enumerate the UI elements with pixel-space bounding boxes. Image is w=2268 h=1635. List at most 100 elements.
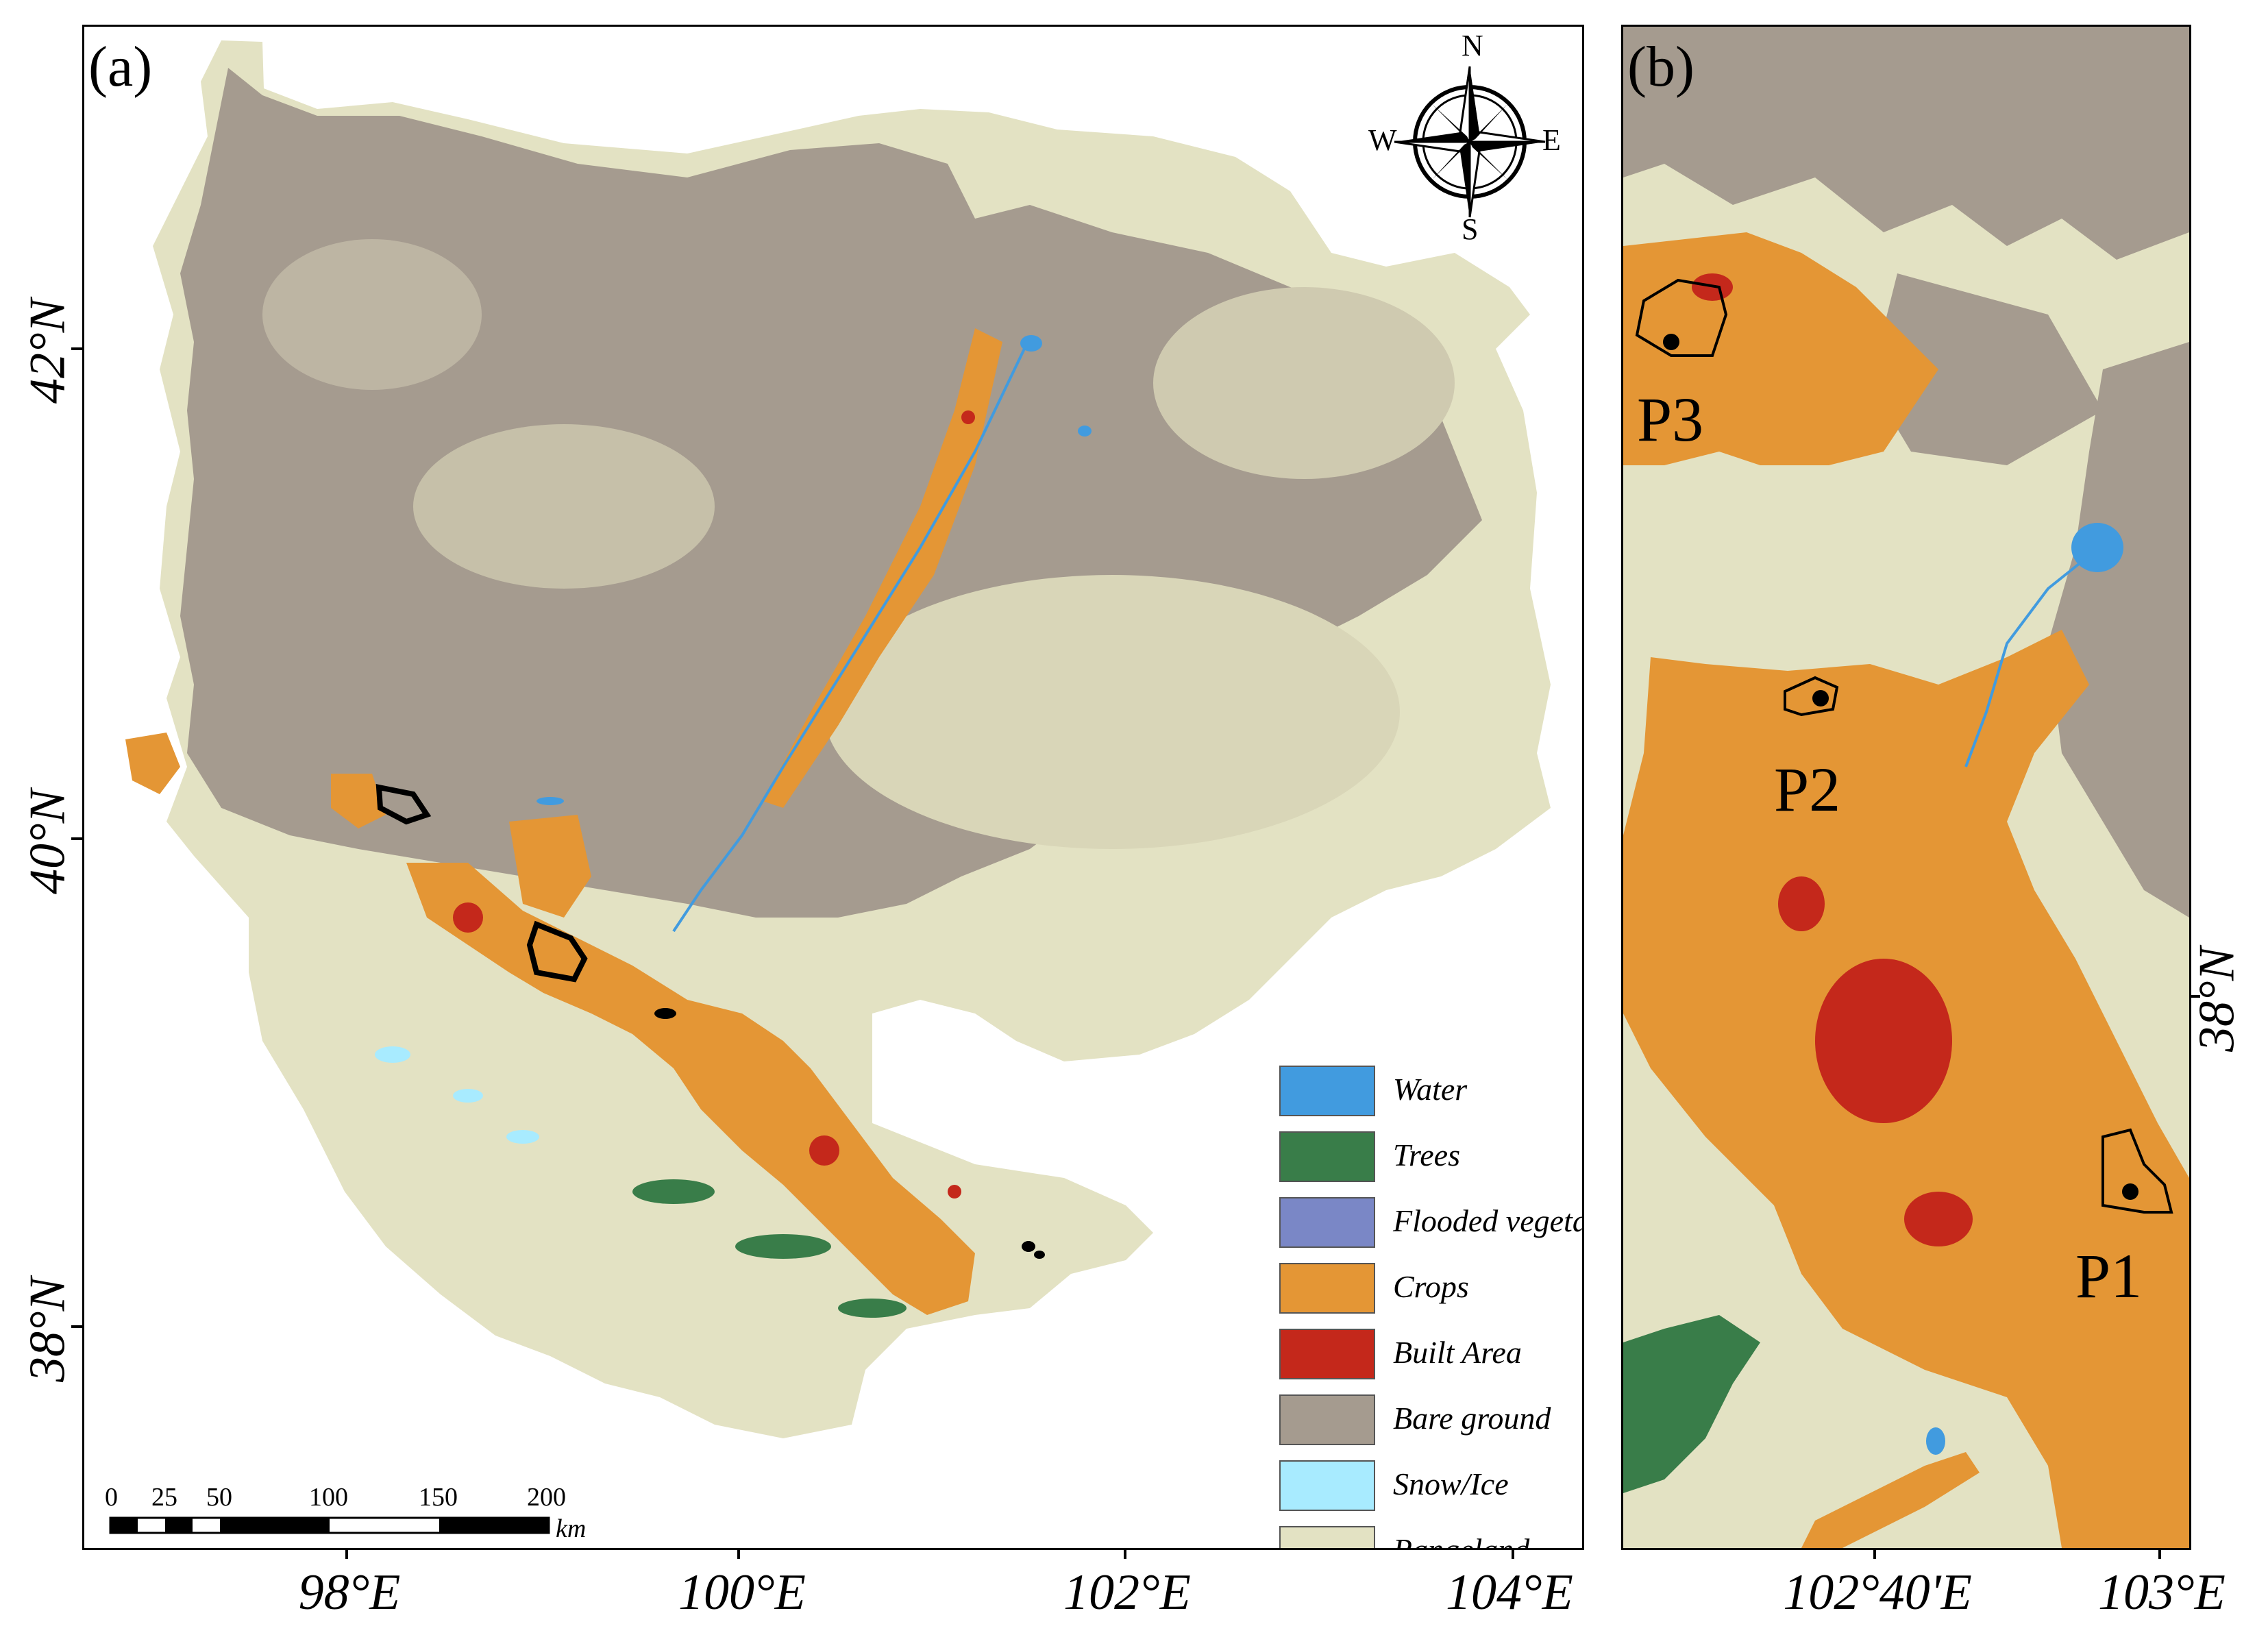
built-area-cluster xyxy=(1815,959,1952,1123)
panel-label-a: (a) xyxy=(88,35,153,99)
rangeland-patch xyxy=(824,575,1400,849)
map-a-canvas xyxy=(109,40,1551,1534)
lon-label: 100°E xyxy=(678,1564,806,1621)
trees-region xyxy=(1623,1315,1760,1493)
legend-label: Bare ground xyxy=(1393,1401,1551,1436)
study-area-marker xyxy=(1022,1241,1035,1252)
lat-tick xyxy=(71,1325,82,1328)
crops-patch xyxy=(509,815,591,918)
legend-swatch xyxy=(1279,1460,1375,1511)
study-area-outline xyxy=(375,784,432,825)
scalebar-unit: km xyxy=(556,1514,587,1543)
study-area-marker xyxy=(1034,1251,1045,1259)
legend-swatch xyxy=(1279,1526,1375,1548)
trees-patch xyxy=(735,1234,831,1259)
lon-tick xyxy=(1512,1548,1514,1559)
legend-label: Trees xyxy=(1393,1138,1460,1172)
lat-label: 38°N xyxy=(2189,947,2245,1052)
sample-point xyxy=(1663,334,1679,350)
bare-ground-region xyxy=(2048,342,2189,918)
legend-swatch xyxy=(1279,1329,1375,1379)
scalebar-label: 0 xyxy=(105,1483,118,1512)
lon-label: 98°E xyxy=(298,1564,401,1621)
legend-label: Water xyxy=(1393,1072,1468,1107)
legend-label: Crops xyxy=(1393,1269,1469,1304)
legend-item: Bare ground xyxy=(1279,1394,1582,1453)
bare-ground-region xyxy=(1623,27,2189,260)
built-area-spot xyxy=(961,410,975,424)
lon-label: 104°E xyxy=(1446,1564,1573,1621)
study-area-outline xyxy=(1635,278,1728,357)
lat-label: 42°N xyxy=(19,299,76,404)
snow-patch xyxy=(375,1046,410,1063)
lat-tick xyxy=(2189,995,2200,998)
crops-patch xyxy=(331,774,386,828)
compass-west-label: W xyxy=(1368,123,1397,157)
rangeland-patch xyxy=(413,424,715,589)
water-body xyxy=(1078,426,1092,437)
lat-label: 38°N xyxy=(19,1277,76,1382)
compass-north-label: N xyxy=(1462,29,1483,62)
legend-item: Crops xyxy=(1279,1263,1582,1322)
lon-tick xyxy=(1124,1548,1126,1559)
lon-tick xyxy=(2158,1548,2161,1559)
lat-tick xyxy=(71,837,82,840)
legend-label: Rangeland xyxy=(1393,1532,1530,1550)
legend-item: Snow/Ice xyxy=(1279,1460,1582,1519)
built-area-cluster xyxy=(1778,876,1825,931)
legend-swatch xyxy=(1279,1066,1375,1116)
legend-swatch xyxy=(1279,1131,1375,1182)
snow-patch xyxy=(453,1089,483,1103)
legend-item: Trees xyxy=(1279,1131,1582,1190)
map-panel-b: (b) P3 P2 P1 xyxy=(1621,25,2191,1550)
legend-label: Snow/Ice xyxy=(1393,1466,1509,1501)
lon-tick xyxy=(345,1548,348,1559)
river-line xyxy=(1964,560,2084,767)
legend-label: Flooded vegetation xyxy=(1393,1203,1582,1238)
study-area-marker xyxy=(654,1008,676,1019)
legend-swatch xyxy=(1279,1394,1375,1445)
lon-label: 102°40'E xyxy=(1783,1564,1972,1621)
legend-label: Built Area xyxy=(1393,1335,1522,1370)
study-area-outline xyxy=(1784,676,1839,717)
built-area-spot xyxy=(809,1135,839,1166)
lon-label: 102°E xyxy=(1063,1564,1191,1621)
legend-item: Flooded vegetation xyxy=(1279,1197,1582,1256)
trees-patch xyxy=(632,1179,715,1204)
lon-label: 103°E xyxy=(2098,1564,2226,1621)
sample-point xyxy=(1812,690,1829,706)
legend-item: Rangeland xyxy=(1279,1526,1582,1550)
rangeland-patch xyxy=(262,239,482,390)
crops-patch xyxy=(125,733,180,794)
scalebar-label: 100 xyxy=(309,1483,348,1512)
crops-river-strip xyxy=(763,328,1002,808)
water-body xyxy=(2071,523,2123,572)
legend-swatch xyxy=(1279,1263,1375,1314)
snow-patch xyxy=(506,1130,539,1144)
compass-rose-icon xyxy=(1394,66,1546,218)
bare-ground-region xyxy=(1870,273,2103,465)
water-body xyxy=(1020,335,1042,352)
water-body xyxy=(1926,1427,1945,1455)
built-area-spot xyxy=(948,1185,961,1198)
point-label-p2: P2 xyxy=(1774,754,1841,824)
lat-label: 40°N xyxy=(19,789,76,894)
lat-tick xyxy=(71,347,82,350)
lon-tick xyxy=(737,1548,740,1559)
scalebar-label: 50 xyxy=(206,1483,232,1512)
legend-item: Water xyxy=(1279,1066,1582,1124)
sample-point xyxy=(2122,1183,2138,1200)
legend-swatch xyxy=(1279,1197,1375,1248)
legend-item: Built Area xyxy=(1279,1329,1582,1388)
river-line xyxy=(672,348,1026,933)
map-b-canvas xyxy=(1623,27,2189,1548)
trees-patch xyxy=(838,1299,907,1318)
scalebar xyxy=(109,1516,550,1534)
water-body xyxy=(537,797,564,805)
rangeland-patch xyxy=(1153,287,1455,479)
map-panel-a: (a) N S E W 0 25 50 100 150 200 km Water… xyxy=(82,25,1584,1550)
lon-tick xyxy=(1873,1548,1876,1559)
scalebar-label: 150 xyxy=(419,1483,458,1512)
point-label-p1: P1 xyxy=(2075,1241,2143,1311)
crops-strip xyxy=(1801,1452,1980,1548)
